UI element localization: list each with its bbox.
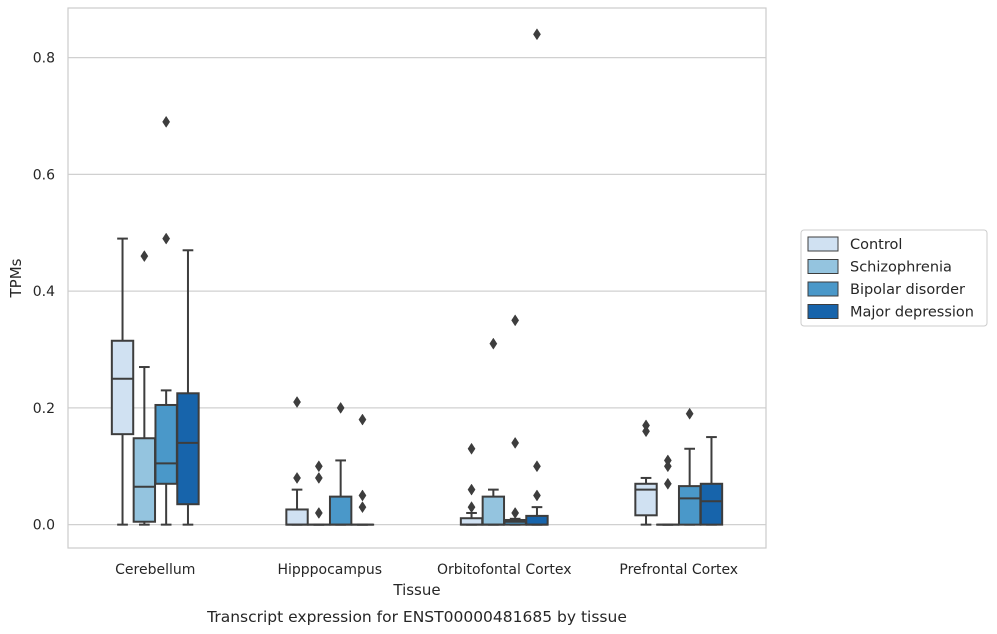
outlier-point bbox=[467, 483, 476, 496]
box-cerebellum bbox=[110, 237, 135, 526]
box-body bbox=[154, 403, 178, 485]
x-tick-label: Prefrontal Cortex bbox=[619, 562, 738, 578]
box-orbitofontal-cortex bbox=[525, 28, 549, 526]
box-prefrontal-cortex bbox=[699, 436, 724, 526]
series-major-depression bbox=[176, 28, 724, 526]
legend-swatch bbox=[807, 236, 839, 252]
series-bipolar-disorder bbox=[154, 115, 702, 526]
legend-swatch bbox=[807, 281, 839, 297]
box-body bbox=[634, 482, 658, 517]
outlier-point bbox=[467, 442, 476, 455]
legend-label: Schizophrenia bbox=[850, 260, 952, 276]
plot-area-frame bbox=[67, 7, 767, 549]
chart-caption: Transcript expression for ENST0000048168… bbox=[206, 608, 627, 626]
legend-entry: Control bbox=[807, 236, 902, 253]
x-tick-label: Orbitofontal Cortex bbox=[437, 562, 572, 578]
outlier-point bbox=[314, 471, 323, 484]
box-hipppocampus bbox=[307, 460, 331, 526]
box-body bbox=[285, 508, 309, 526]
box-body bbox=[176, 392, 200, 506]
box-prefrontal-cortex bbox=[656, 454, 680, 526]
box-body bbox=[328, 495, 353, 526]
legend-label: Control bbox=[850, 237, 902, 253]
outlier-point bbox=[314, 507, 323, 519]
legend-label: Major depression bbox=[850, 305, 974, 321]
x-axis-ticks: Cerebellum Hipppocampus Orbitofontal Corte… bbox=[115, 562, 738, 578]
outlier-point bbox=[336, 401, 345, 414]
y-tick-label: 0.0 bbox=[33, 518, 55, 534]
box-body bbox=[699, 482, 724, 526]
box-prefrontal-cortex bbox=[634, 419, 658, 526]
y-axis-ticks: 0.0 0.2 0.4 0.6 0.8 bbox=[33, 51, 55, 534]
box-hipppocampus bbox=[285, 396, 309, 526]
outlier-point bbox=[663, 454, 672, 467]
outlier-point bbox=[511, 314, 520, 327]
outlier-point bbox=[358, 413, 367, 426]
x-tick-label: Cerebellum bbox=[115, 562, 195, 578]
outlier-point bbox=[489, 337, 498, 350]
box-hipppocampus bbox=[350, 413, 375, 526]
outlier-point bbox=[642, 419, 650, 432]
outlier-point bbox=[314, 460, 323, 473]
legend-label: Bipolar disorder bbox=[850, 282, 965, 298]
y-tick-label: 0.4 bbox=[33, 284, 55, 300]
outlier-point bbox=[358, 489, 367, 502]
legend-swatch bbox=[807, 304, 839, 319]
box-body bbox=[132, 437, 157, 523]
y-tick-label: 0.8 bbox=[33, 51, 55, 67]
outlier-point bbox=[162, 115, 171, 128]
legend-swatch bbox=[807, 259, 839, 274]
outlier-point bbox=[533, 28, 541, 41]
box-body bbox=[677, 485, 702, 526]
legend-entry: Schizophrenia bbox=[807, 259, 952, 276]
box-cerebellum bbox=[176, 249, 200, 526]
box-body bbox=[110, 339, 135, 436]
box-hipppocampus bbox=[328, 401, 353, 526]
y-tick-label: 0.6 bbox=[33, 167, 55, 183]
y-axis-title: TPMs bbox=[7, 258, 25, 298]
legend: Control Schizophrenia Bipolar disorder Majo… bbox=[800, 229, 988, 327]
x-tick-label: Hipppocampus bbox=[277, 562, 382, 578]
box-prefrontal-cortex bbox=[677, 407, 702, 526]
outlier-point bbox=[293, 396, 301, 409]
outlier-point bbox=[511, 436, 520, 449]
box-orbitofontal-cortex bbox=[481, 337, 506, 526]
legend-entry: Bipolar disorder bbox=[807, 281, 965, 298]
box-cerebellum bbox=[132, 250, 157, 526]
legend-frame bbox=[800, 229, 988, 327]
outlier-point bbox=[293, 471, 301, 484]
series-control bbox=[110, 237, 658, 526]
box-series bbox=[110, 28, 724, 526]
outlier-point bbox=[511, 507, 520, 519]
outlier-point bbox=[533, 489, 541, 502]
box-orbitofontal-cortex bbox=[459, 442, 484, 526]
outlier-point bbox=[533, 460, 541, 473]
outlier-point bbox=[467, 501, 476, 514]
x-axis-title: Tissue bbox=[392, 581, 440, 599]
outlier-point bbox=[162, 232, 171, 245]
series-schizophrenia bbox=[132, 250, 680, 526]
legend-entry: Major depression bbox=[807, 304, 974, 321]
box-body bbox=[525, 514, 549, 526]
outlier-point bbox=[663, 477, 672, 490]
outlier-point bbox=[685, 407, 694, 420]
outlier-point bbox=[358, 501, 367, 514]
outlier-point bbox=[140, 250, 149, 263]
y-tick-label: 0.2 bbox=[33, 401, 55, 417]
box-orbitofontal-cortex bbox=[503, 314, 527, 526]
box-body bbox=[481, 495, 506, 526]
box-cerebellum bbox=[154, 115, 178, 526]
